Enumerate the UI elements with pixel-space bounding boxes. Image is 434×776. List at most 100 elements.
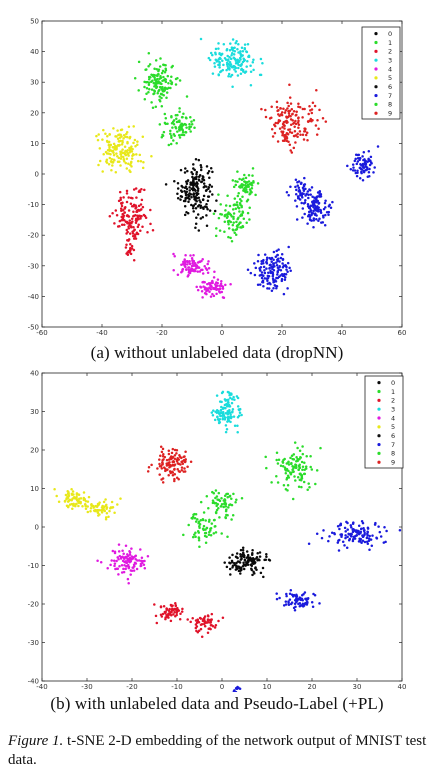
data-point [219,408,223,412]
data-point [221,59,224,63]
data-point [175,476,179,479]
data-point [218,412,221,416]
data-point [311,195,314,198]
data-point [124,161,128,165]
data-point [267,275,271,278]
data-point [135,210,138,214]
data-point [175,460,179,463]
data-point [234,70,237,73]
data-point [119,557,123,560]
data-point [217,63,220,67]
data-point [211,413,215,417]
data-point [235,40,238,43]
data-point [173,134,176,137]
data-point [122,570,126,574]
data-point [190,196,193,199]
data-point [125,220,129,224]
data-point [284,469,288,472]
data-point [275,474,278,478]
data-point [304,465,308,468]
data-point [227,415,230,419]
x-tick-label: 0 [220,683,224,691]
data-point [270,105,273,108]
data-point [178,618,182,621]
data-point [171,463,175,467]
data-point [203,620,207,624]
data-point [213,270,216,274]
data-point [287,469,290,473]
x-tick-label: 60 [398,329,407,337]
data-point [289,456,292,460]
data-point [338,527,341,531]
data-point [200,259,203,263]
figure-label: Figure 1. [8,733,64,749]
data-point [251,557,255,560]
data-point [284,276,287,279]
data-point [289,602,293,606]
data-point [218,499,222,503]
data-point [324,120,328,123]
data-point [226,535,229,539]
data-point [216,417,220,421]
data-point [119,164,122,167]
data-point [55,494,58,498]
data-point [363,540,367,544]
data-point [308,105,311,108]
data-point [165,608,168,611]
data-point [361,539,365,542]
data-point [117,558,120,561]
data-point [167,143,171,147]
data-point [176,273,180,277]
data-point [262,265,266,269]
data-point [120,209,123,213]
data-point [186,618,189,621]
data-point [270,128,274,131]
data-point [230,497,233,500]
data-point [175,120,179,124]
data-point [199,204,202,208]
data-point [258,555,262,558]
data-point [287,111,291,115]
data-point [302,189,306,192]
data-point [352,166,355,169]
data-point [258,274,262,277]
data-point [222,63,225,67]
x-tick-label: 0 [220,329,224,337]
data-point [123,557,126,560]
data-point [131,232,135,235]
data-point [98,513,101,516]
data-point [195,191,198,195]
data-point [271,277,275,280]
data-point [353,529,357,532]
data-point [217,491,221,495]
data-point [234,207,238,211]
data-point [220,400,223,404]
data-point [240,46,244,49]
data-point [86,510,90,514]
data-point [104,150,108,154]
data-point [215,411,219,415]
data-point [155,86,158,90]
data-point [212,501,216,504]
data-point [289,185,292,188]
legend-label-5: 5 [391,423,395,431]
data-point [212,518,216,522]
data-point [113,551,117,555]
data-point [378,530,382,534]
data-point [318,108,321,112]
data-point [303,212,306,216]
data-point [120,204,124,208]
data-point [237,222,241,226]
data-point [356,157,360,160]
data-point [164,467,167,470]
data-point [158,462,161,466]
data-point [231,38,235,41]
data-point [153,76,156,79]
data-point [322,207,326,211]
series-3-points [199,37,264,88]
data-point [169,132,172,135]
legend-marker-3 [374,58,378,62]
y-tick-label: -40 [28,678,39,686]
data-point [183,204,187,208]
data-point [217,73,220,76]
